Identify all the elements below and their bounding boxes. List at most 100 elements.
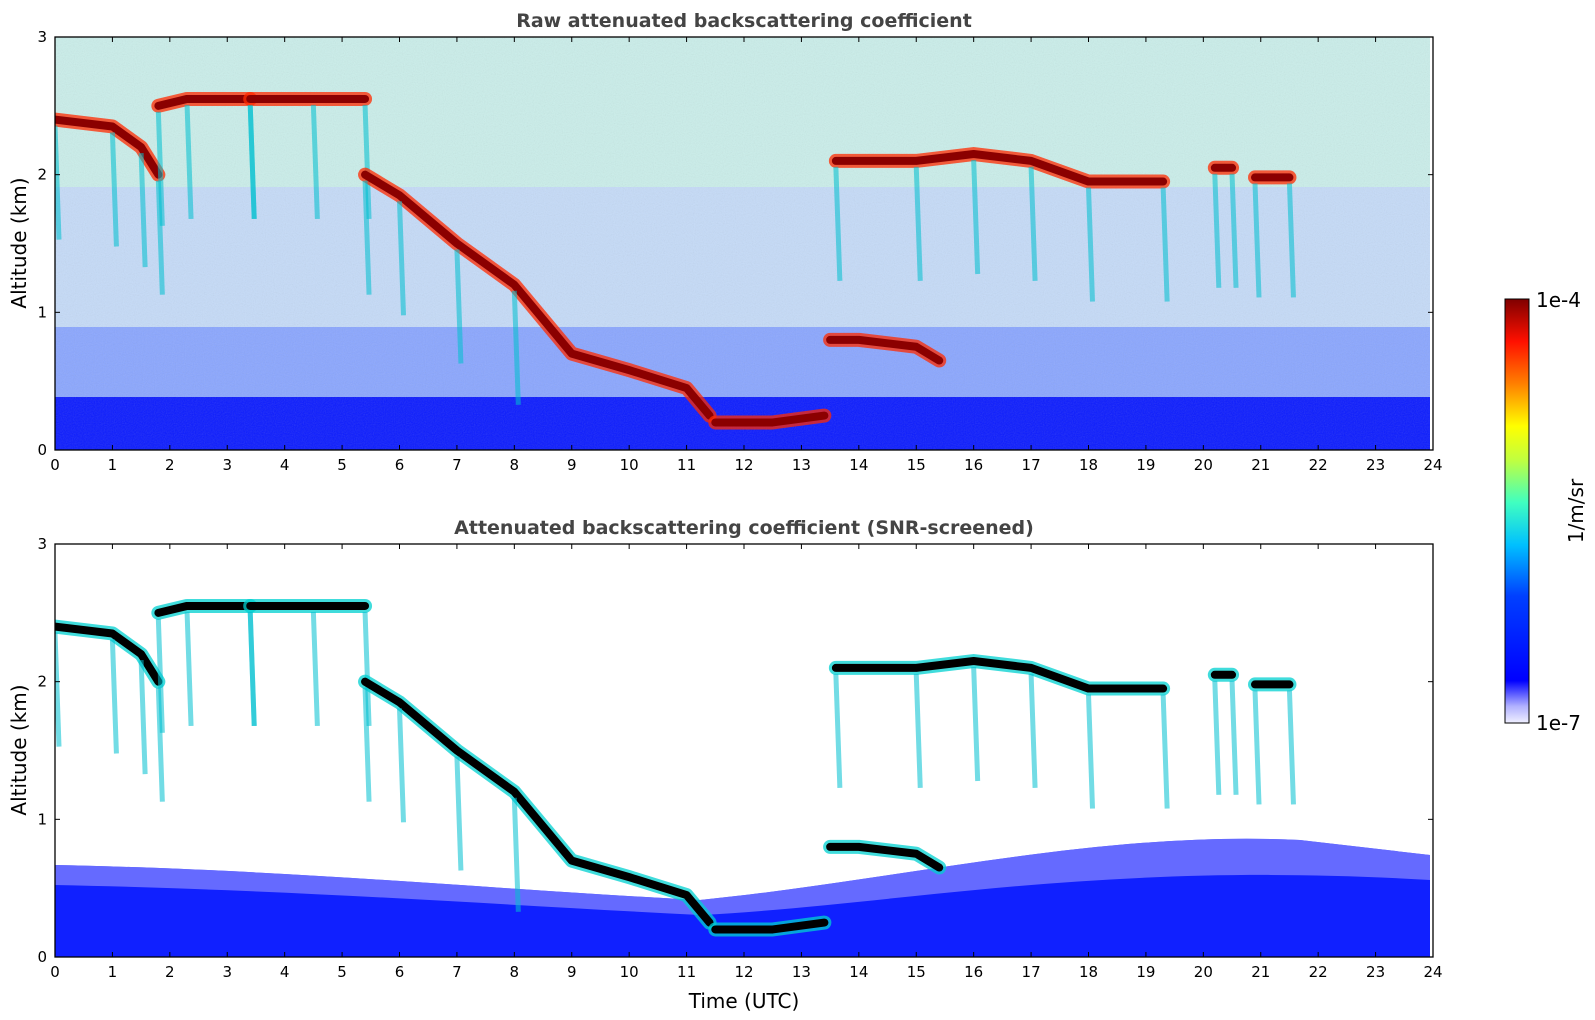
x-tick-label: 20 [1194,456,1213,474]
y-tick-label: 3 [37,535,47,553]
virga-streak [913,166,923,281]
cloud-layer [831,150,1168,186]
virga-streak [362,687,372,802]
cloud-layer [711,411,829,427]
x-tick-label: 23 [1366,963,1385,981]
x-tick-label: 15 [907,456,926,474]
virga-streak [1086,187,1095,302]
virga-streak [833,673,843,788]
virga-streak [1160,694,1170,809]
virga-streak [55,632,62,747]
cloud-layer [361,170,714,420]
virga-streak [247,104,257,220]
x-tick-label: 1 [108,456,118,474]
x-tick-label: 18 [1079,963,1098,981]
y-tick-label: 1 [37,303,47,321]
x-tick-label: 21 [1251,456,1270,474]
x-tick-label: 17 [1022,963,1041,981]
panel-raw-plot [55,37,1433,450]
virga-streak [362,611,372,727]
x-tick-label: 10 [620,963,639,981]
panel-screened-plot [55,544,1433,957]
virga-streak [1160,187,1170,302]
virga-streak [1028,166,1038,281]
x-tick-label: 22 [1309,456,1328,474]
virga-streak [55,125,62,240]
virga-streak [1229,680,1239,795]
x-tick-label: 19 [1136,963,1155,981]
x-tick-label: 8 [510,456,520,474]
x-tick-label: 7 [452,963,462,981]
x-tick-label: 5 [337,456,347,474]
virga-streak [1212,173,1222,288]
x-tick-label: 5 [337,963,347,981]
panel-raw: Raw attenuated backscattering coefficien… [7,10,1443,474]
x-tick-label: 8 [510,963,520,981]
virga-streak [971,666,981,782]
colorbar-label: 1/m/sr [1564,478,1588,543]
colorbar-min-label: 1e-7 [1536,711,1581,735]
x-tick-label: 16 [964,456,983,474]
x-tick-label: 13 [792,456,811,474]
virga-streak [138,153,148,268]
panel-raw-ylabel: Altitude (km) [7,177,31,308]
panel-screened-x-axis: 0 1 2 3 4 5 6 7 8 9 10 11 12 13 14 15 16 17 18 19 20 21 22 23 24 [50,544,1443,981]
x-tick-label: 3 [222,456,232,474]
x-tick-label: 12 [734,456,753,474]
panel-screened: Attenuated backscattering coefficient (S… [7,517,1443,1013]
y-tick-label: 2 [37,166,47,184]
virga-streak [1028,673,1038,788]
x-tick-label: 9 [567,456,577,474]
y-tick-label: 1 [37,810,47,828]
virga-streak [1086,694,1095,809]
cloud-layer [711,918,829,934]
panel-raw-x-axis: 0 1 2 3 4 5 6 7 8 9 10 11 12 13 14 15 16 17 18 19 20 21 22 23 24 [50,37,1443,474]
x-tick-label: 0 [50,963,60,981]
y-tick-label: 3 [37,28,47,46]
cloud-layer [826,842,944,872]
y-tick-label: 0 [37,441,47,459]
virga-streak [109,132,119,247]
x-tick-label: 15 [907,963,926,981]
colorbar-gradient [1504,298,1530,724]
virga-streak [833,166,843,281]
cloud-layer [55,115,163,179]
x-tick-label: 17 [1022,456,1041,474]
cloud-layer [826,335,944,365]
virga-streak [1229,173,1239,288]
x-tick-label: 18 [1079,456,1098,474]
x-tick-label: 22 [1309,963,1328,981]
x-tick-label: 6 [395,963,405,981]
panel-raw-y-axis: 0 1 2 3 [37,28,1433,459]
x-tick-label: 10 [620,456,639,474]
panel-raw-title: Raw attenuated backscattering coefficien… [516,10,972,32]
virga-streak [310,611,320,727]
x-tick-label: 2 [165,456,175,474]
virga-streak [155,111,165,226]
virga-streak [397,201,406,316]
cloud-layer [831,657,1168,693]
panel-screened-y-axis: 0 1 2 3 [37,535,1433,966]
x-tick-label: 3 [222,963,232,981]
virga-streak [362,180,372,295]
virga-streak [1286,690,1296,805]
virga-streak [1252,690,1262,805]
x-tick-label: 4 [280,963,290,981]
virga-streak [362,104,372,220]
x-tick-label: 9 [567,963,577,981]
virga-streak [184,104,194,220]
panel-screened-xlabel: Time (UTC) [688,989,800,1013]
x-tick-label: 6 [395,456,405,474]
virga-streak [1286,183,1296,298]
panel-screened-boundary-layer-top [55,838,1430,915]
panel-screened-cloud-layers [55,598,1297,937]
panel-raw-cloud-layers [55,91,1297,430]
virga-streak [913,673,923,788]
colorbar-max-label: 1e-4 [1536,288,1581,312]
virga-streak [511,290,521,405]
cloud-layer [361,677,714,927]
x-tick-label: 0 [50,456,60,474]
virga-streak [397,708,406,823]
panel-screened-ylabel: Altitude (km) [7,684,31,815]
